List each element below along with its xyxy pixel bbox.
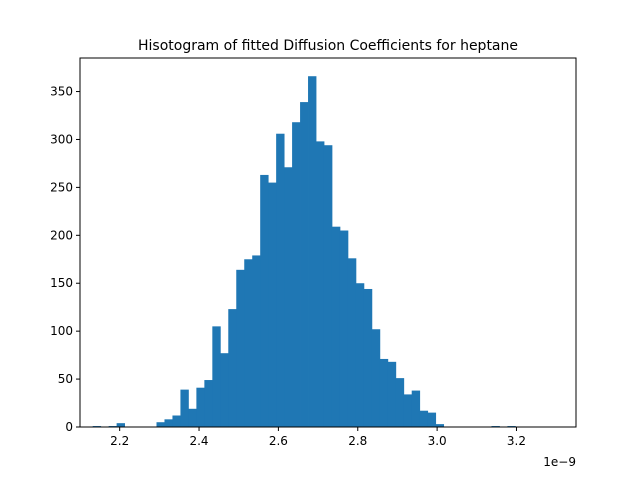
- histogram-bar: [316, 141, 325, 427]
- histogram-bar: [323, 145, 333, 427]
- histogram-bar: [228, 309, 237, 427]
- histogram-bar: [403, 394, 413, 427]
- histogram-bar: [236, 269, 245, 427]
- y-tick-label: 250: [50, 180, 73, 194]
- y-axis-ticks: 0 50 100 150 200 250 300 350: [50, 85, 80, 434]
- histogram-bar: [212, 326, 221, 427]
- histogram-bar: [180, 389, 189, 427]
- histogram-bar: [172, 415, 181, 427]
- y-tick-label: 100: [50, 324, 73, 338]
- histogram-bar: [244, 259, 253, 427]
- histogram-bar: [268, 182, 277, 427]
- x-axis-offset-label: 1e−9: [543, 455, 576, 469]
- histogram-bar: [308, 76, 317, 428]
- x-axis-ticks: 2.2 2.4 2.6 2.8 3.0 3.2: [110, 427, 526, 448]
- histogram-bar: [204, 380, 213, 427]
- x-tick-label: 2.8: [348, 434, 367, 448]
- histogram-bar: [252, 255, 261, 427]
- y-tick-label: 350: [50, 85, 73, 99]
- histogram-bar: [188, 408, 197, 427]
- histogram-bar: [116, 423, 125, 427]
- y-tick-label: 150: [50, 276, 73, 290]
- histogram-bar: [339, 230, 349, 427]
- histogram-bar: [395, 378, 405, 427]
- histogram-bar: [355, 283, 365, 427]
- histogram-bar: [164, 419, 173, 427]
- histogram-bar: [156, 422, 165, 427]
- histogram-bar: [196, 387, 205, 427]
- y-tick-label: 300: [50, 132, 73, 146]
- chart-title: Hisotogram of fitted Diffusion Coefficie…: [138, 38, 518, 54]
- y-tick-label: 200: [50, 228, 73, 242]
- histogram-bar: [220, 353, 229, 427]
- histogram-bar: [300, 102, 309, 427]
- histogram-bar: [379, 358, 389, 427]
- histogram-bar: [347, 258, 357, 427]
- histogram-bar: [260, 174, 269, 427]
- histogram-bar: [363, 288, 373, 427]
- x-tick-label: 3.0: [428, 434, 447, 448]
- x-tick-label: 2.6: [269, 434, 288, 448]
- histogram-bar: [331, 226, 341, 427]
- histogram-bar: [427, 412, 437, 427]
- y-tick-label: 0: [65, 420, 73, 434]
- x-tick-label: 2.4: [189, 434, 208, 448]
- histogram-bar: [371, 329, 381, 427]
- x-tick-label: 2.2: [110, 434, 129, 448]
- histogram-bar: [411, 390, 421, 427]
- histogram-bar: [387, 361, 397, 427]
- axes-frame: [79, 57, 577, 428]
- y-tick-label: 50: [58, 372, 73, 386]
- x-tick-label: 3.2: [507, 434, 526, 448]
- histogram-bar: [435, 424, 445, 427]
- histogram-bar: [284, 167, 293, 427]
- histogram-bar: [276, 133, 285, 427]
- bars-group: [92, 76, 516, 428]
- histogram-bar: [419, 410, 429, 427]
- histogram-bar: [292, 122, 301, 427]
